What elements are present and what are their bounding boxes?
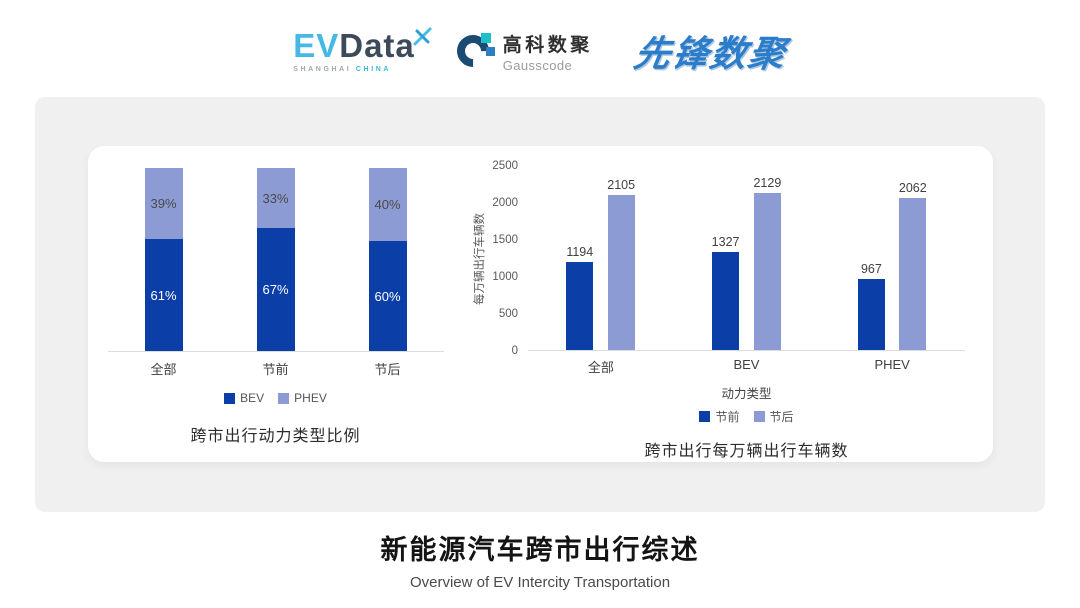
legend-swatch [753, 411, 765, 422]
category-label: BEV [733, 357, 760, 372]
segment-value-label: 67% [262, 282, 289, 298]
phev-segment: 40% [368, 168, 407, 242]
category-label: 全部 [150, 362, 177, 377]
segment-value-label: 60% [374, 288, 401, 304]
y-tick-label: 2000 [492, 197, 518, 209]
bar [899, 198, 927, 350]
right-xaxis-label: 动力类型 [721, 387, 772, 401]
page-subtitle: Overview of EV Intercity Transportation [409, 574, 671, 591]
evdata-logo: EVData SHANGHAI CHINA [293, 27, 432, 73]
gausscode-g-icon [450, 28, 496, 74]
right-yaxis: 每万辆出行车辆数 0 500 1000 1500 2000 2500 [463, 160, 528, 357]
footer: 新能源汽车跨市出行综述 Overview of EV Intercity Tra… [0, 528, 1080, 591]
left-legend: BEV PHEV [224, 391, 327, 405]
bar [857, 278, 885, 350]
bar-wrap: 1327 [711, 166, 740, 350]
bar-group: 967 2062 [857, 166, 927, 350]
phev-segment: 33% [256, 168, 295, 229]
gausscode-logo: 高科数聚 Gausscode [450, 28, 593, 74]
power-type-ratio-chart: 39% 61% 33% 67% 40% 60% 全部 节前 节后 BEV PHEV 跨市出行动力… [88, 146, 463, 462]
header: EVData SHANGHAI CHINA 高科数聚 Gausscode 先锋数… [0, 0, 1080, 96]
bar-wrap: 2129 [753, 166, 781, 350]
charts-card: 39% 61% 33% 67% 40% 60% 全部 节前 节后 BEV PHEV 跨市出行动力… [35, 97, 1045, 512]
y-tick-label: 0 [511, 345, 518, 357]
evdata-data-text: Data [339, 27, 415, 64]
right-legend: 节前 节后 [699, 408, 794, 425]
segment-value-label: 40% [374, 197, 401, 213]
y-tick-label: 1500 [492, 234, 518, 246]
segment-value-label: 33% [262, 190, 289, 206]
stacked-bar: 39% 61% [144, 168, 183, 351]
right-chart-title: 跨市出行每万辆出行车辆数 [644, 443, 849, 460]
trips-per-10k-chart: 每万辆出行车辆数 0 500 1000 1500 2000 2500 1194 2105 13… [463, 146, 993, 462]
value-label: 2129 [753, 176, 782, 191]
bar-group: 1327 2129 [711, 166, 781, 350]
y-tick-label: 1000 [492, 271, 518, 283]
bar-wrap: 2062 [899, 166, 927, 350]
category-label: PHEV [874, 357, 910, 372]
legend-swatch [224, 392, 236, 404]
legend-label: 节后 [769, 410, 794, 424]
value-label: 2062 [898, 181, 927, 196]
bar [712, 252, 740, 350]
left-categories: 全部 节前 节后 [108, 359, 444, 378]
stacked-bar: 33% 67% [256, 168, 295, 351]
charts-panel: 39% 61% 33% 67% 40% 60% 全部 节前 节后 BEV PHEV 跨市出行动力… [88, 146, 993, 462]
gausscode-en-name: Gausscode [502, 57, 573, 73]
legend-item: BEV [224, 391, 264, 405]
right-plot: 1194 2105 1327 2129 967 2062 [528, 166, 965, 351]
bev-segment: 61% [144, 239, 183, 351]
y-tick-label: 2500 [492, 160, 518, 172]
bar [753, 193, 781, 350]
category-label: 节后 [374, 362, 401, 377]
bar-wrap: 1194 [566, 166, 594, 350]
legend-label: 节前 [715, 410, 740, 424]
bev-segment: 67% [256, 228, 295, 351]
category-label: 节前 [262, 362, 289, 377]
bar-group: 1194 2105 [566, 166, 635, 350]
evdata-wordmark: EVData [293, 27, 432, 64]
pioneer-data-logo: 先锋数聚 [630, 33, 790, 74]
evdata-spark-icon [412, 19, 433, 52]
bev-segment: 60% [368, 241, 407, 351]
left-chart-title: 跨市出行动力类型比例 [190, 428, 361, 445]
bar [566, 262, 594, 350]
value-label: 2105 [607, 178, 636, 193]
right-yaxis-label: 每万辆出行车辆数 [474, 212, 486, 305]
value-label: 967 [860, 261, 882, 276]
value-label: 1194 [566, 245, 594, 260]
left-plot: 39% 61% 33% 67% 40% 60% [107, 168, 444, 352]
value-label: 1327 [711, 235, 740, 250]
evdata-subtitle: SHANGHAI CHINA [293, 66, 392, 73]
phev-segment: 39% [144, 168, 183, 240]
bar [607, 195, 635, 350]
bar-wrap: 2105 [607, 166, 635, 350]
gausscode-cn-name: 高科数聚 [502, 34, 593, 56]
legend-item: PHEV [278, 391, 327, 405]
legend-item: 节前 [699, 408, 740, 425]
segment-value-label: 39% [150, 196, 177, 212]
y-tick-label: 500 [498, 308, 518, 320]
legend-swatch [278, 392, 290, 404]
category-label: 全部 [587, 360, 614, 375]
bar-wrap: 967 [857, 166, 885, 350]
legend-label: BEV [240, 391, 265, 405]
legend-label: PHEV [294, 391, 327, 405]
legend-swatch [699, 411, 711, 422]
page-title: 新能源汽车跨市出行综述 [380, 535, 700, 565]
evdata-ev-text: EV [293, 27, 340, 64]
right-categories: 全部 BEV PHEV [528, 357, 965, 376]
segment-value-label: 61% [150, 287, 177, 303]
stacked-bar: 40% 60% [368, 168, 407, 351]
legend-item: 节后 [753, 408, 794, 425]
